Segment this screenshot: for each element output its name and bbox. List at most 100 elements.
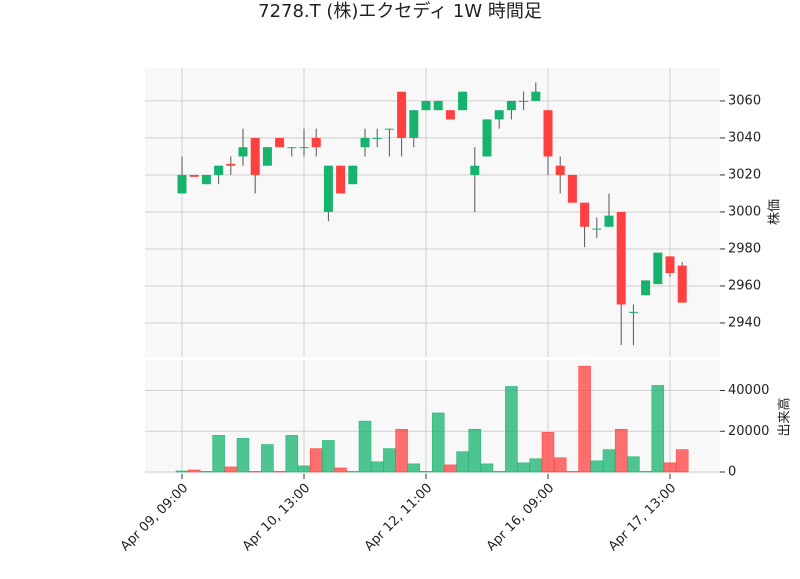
candle-body — [250, 137, 260, 175]
volume-bar — [602, 449, 616, 473]
volume-bar — [431, 412, 445, 473]
volume-bar — [566, 471, 579, 473]
volume-bar — [468, 428, 482, 473]
candle-body — [653, 252, 663, 285]
x-tick-label: Apr 16, 09:00 — [484, 481, 557, 554]
candle-body — [494, 110, 504, 120]
candle-body — [214, 165, 224, 175]
candle-body — [201, 174, 211, 185]
candle-body — [409, 110, 419, 138]
candle-body — [262, 147, 272, 166]
volume-bar — [370, 461, 384, 473]
candle-body — [616, 211, 626, 305]
candle-body — [665, 256, 675, 274]
candle-body — [543, 110, 553, 157]
volume-bar — [419, 471, 433, 473]
candle-body — [677, 265, 687, 303]
candle-body — [592, 228, 602, 230]
volume-bar — [444, 464, 457, 473]
y-tick-label: 0 — [728, 465, 736, 480]
volume-bar — [285, 435, 299, 473]
candle-body — [323, 165, 333, 212]
candle-body — [226, 163, 236, 166]
volume-bar — [236, 438, 250, 473]
y-tick-label: 3060 — [728, 93, 761, 108]
candle-body — [519, 100, 529, 102]
candle-body — [348, 165, 358, 185]
volume-bar — [639, 471, 652, 473]
volume-bar — [578, 365, 591, 473]
volume-bar — [456, 451, 469, 473]
candle-body — [311, 137, 321, 148]
x-tick-label: Apr 10, 13:00 — [240, 481, 313, 554]
volume-bar — [553, 457, 567, 473]
volume-bar — [187, 469, 201, 473]
candle-body — [470, 165, 480, 175]
volume-bar — [590, 460, 604, 473]
candle-body — [384, 128, 394, 130]
candle-body — [238, 147, 248, 157]
candle-body — [482, 119, 492, 157]
candle-body — [177, 174, 187, 194]
volume-bar — [517, 462, 530, 473]
volume-bar — [614, 428, 628, 473]
x-tick-label: Apr 09, 09:00 — [118, 481, 191, 554]
volume-bar — [675, 449, 689, 473]
y-tick-label: 3040 — [728, 130, 761, 145]
volume-bar — [212, 435, 225, 473]
candle-body — [580, 202, 590, 227]
volume-bar — [627, 456, 640, 473]
volume-bar — [395, 428, 408, 473]
candle-body — [604, 215, 614, 227]
volume-bar — [492, 471, 506, 473]
volume-bar — [505, 386, 518, 473]
volume-bar — [273, 471, 286, 473]
y-tick-label: 3020 — [728, 167, 761, 182]
volume-bar — [358, 420, 372, 473]
x-tick-label: Apr 17, 13:00 — [606, 481, 679, 554]
candle-body — [555, 165, 565, 175]
volume-bar — [224, 466, 238, 473]
y-tick-label: 2980 — [728, 241, 761, 256]
candle-body — [287, 147, 297, 149]
volume-bar — [651, 385, 665, 473]
candle-body — [372, 137, 382, 139]
candle-body — [397, 91, 407, 138]
candle-body — [421, 100, 431, 111]
volume-bar — [200, 471, 213, 473]
volume-bar — [407, 463, 421, 473]
y-tick-label: 3000 — [728, 204, 761, 219]
price-axis-label: 株価 — [768, 199, 783, 225]
volume-bar — [334, 467, 347, 473]
y-tick-label: 20000 — [728, 424, 769, 439]
volume-bar — [309, 448, 323, 473]
candle-body — [433, 100, 443, 111]
chart-title: 7278.T (株)エクセディ 1W 時間足 — [258, 1, 542, 22]
candle-body — [360, 137, 370, 148]
volume-bar — [480, 463, 494, 473]
volume-bar — [541, 432, 555, 473]
candle-body — [506, 100, 516, 111]
volume-bar — [346, 471, 360, 473]
volume-bar — [529, 458, 543, 473]
candle-body — [458, 91, 468, 111]
volume-bar — [261, 444, 274, 473]
volume-bar — [248, 471, 262, 473]
y-tick-label: 2960 — [728, 278, 761, 293]
candle-body — [641, 280, 651, 296]
candle-body — [275, 137, 285, 148]
x-tick-label: Apr 12, 11:00 — [362, 481, 435, 554]
volume-bar — [297, 465, 311, 473]
candle-body — [336, 165, 346, 194]
candle-body — [531, 91, 541, 101]
volume-bar — [383, 448, 396, 473]
volume-bar — [322, 440, 335, 473]
candle-body — [189, 174, 199, 177]
candle-body — [299, 147, 309, 149]
candle-body — [445, 110, 455, 120]
volume-bar — [175, 470, 189, 473]
volume-axis-label: 出来高 — [777, 397, 793, 436]
volume-bar — [663, 462, 677, 473]
y-tick-label: 40000 — [728, 383, 769, 398]
